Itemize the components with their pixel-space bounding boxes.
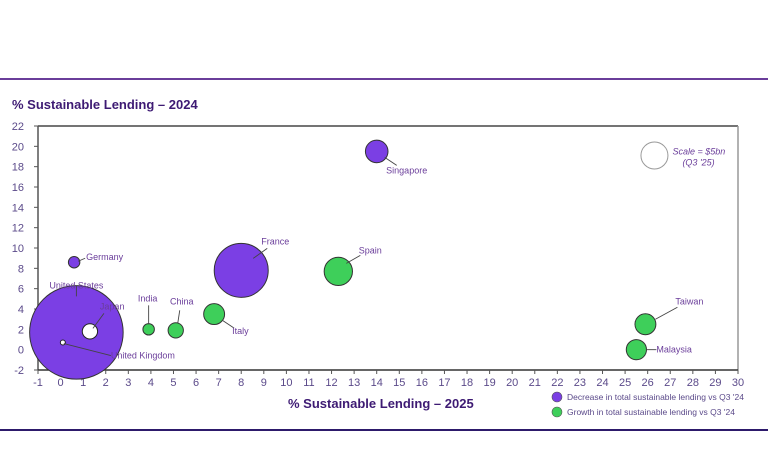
label-malaysia: Malaysia [656,345,692,355]
x-tick-label: 26 [642,377,654,389]
bubble-united-states [29,285,124,380]
x-tick-label: 22 [551,377,563,389]
x-tick-label: 17 [438,377,450,389]
leader-line-china [177,310,181,324]
x-tick-label: 27 [664,377,676,389]
x-tick-label: 19 [483,377,495,389]
y-tick-label: 10 [12,243,24,255]
x-tick-label: 2 [103,377,109,389]
label-united-kingdom: United Kingdom [111,351,175,361]
x-axis-title: % Sustainable Lending – 2025 [288,396,474,411]
y-tick-label: 22 [12,121,24,133]
bubble-japan [81,323,99,340]
x-tick-label: 30 [732,377,744,389]
legend-label-decrease: Decrease in total sustainable lending vs… [567,392,744,402]
y-tick-label: 16 [12,182,24,194]
y-tick-label: 6 [18,284,24,296]
x-tick-label: 20 [506,377,518,389]
points [29,139,657,380]
x-tick-label: 28 [687,377,699,389]
x-tick-label: 11 [303,377,314,389]
label-japan: Japan [100,301,125,311]
point-labels: United States France Spain Singapore Italy Ta… [49,157,703,361]
x-tick-label: 5 [170,377,176,389]
y-tick-label: 14 [12,202,24,214]
scale-bubble [640,141,669,170]
label-italy: Italy [232,326,249,336]
legend-marker-decrease [551,391,563,403]
x-tick-label: 4 [148,377,154,389]
leader-line-united-kingdom [63,343,111,356]
x-tick-label: 14 [371,377,383,389]
leader-line-taiwan [655,306,678,320]
x-tick-label: 3 [125,377,131,389]
y-tick-label: 4 [18,304,24,316]
bubble-italy [203,303,226,326]
x-tick-label: 8 [238,377,244,389]
x-tick-label: 15 [393,377,405,389]
x-tick-label: -1 [33,377,43,389]
label-taiwan: Taiwan [675,296,703,306]
bubble-china [167,322,184,339]
bottom-divider [0,429,768,431]
bubble-spain [323,256,353,287]
bubble-united-kingdom [59,339,66,346]
scale-label-line1: Scale = $5bn [672,146,725,156]
leader-line-japan [92,313,105,329]
leader-line-italy [221,319,235,329]
x-tick-label: 29 [709,377,721,389]
y-tick-label: 18 [12,162,24,174]
scale-reference: Scale = $5bn(Q3 '25) [640,141,725,170]
x-tick-label: 6 [193,377,199,389]
x-tick-label: 7 [216,377,222,389]
y-tick-label: 12 [12,223,24,235]
y-tick-label: 8 [18,263,24,275]
y-tick-label: 2 [18,324,24,336]
bubble-germany [67,256,81,269]
legend-marker-growth [551,406,563,418]
bubble-india [142,323,155,336]
legend-label-growth: Growth in total sustainable lending vs Q… [567,407,735,417]
x-tick-label: 23 [574,377,586,389]
label-germany: Germany [86,252,124,262]
chart-title: % Sustainable Lending – 2024 [12,97,198,112]
x-tick-label: 25 [619,377,631,389]
label-france: France [261,236,289,246]
y-tick-label: 20 [12,141,24,153]
label-india: India [138,293,158,303]
x-tick-label: 0 [58,377,64,389]
leader-line-france [252,248,268,259]
y-tick-label: -2 [14,365,24,377]
bubble-singapore [364,139,389,164]
x-tick-label: 18 [461,377,473,389]
bubble-malaysia [625,339,647,361]
leader-line-singapore [384,157,397,166]
x-tick-label: 13 [348,377,360,389]
x-tick-label: 1 [80,377,86,389]
leader-line-spain [346,254,361,264]
x-tick-label: 10 [280,377,292,389]
legend: Decrease in total sustainable lending vs… [551,391,744,418]
leader-line-germany [77,257,86,262]
label-spain: Spain [359,245,382,255]
y-tick-label: 0 [18,345,24,357]
x-tick-label: 21 [529,377,541,389]
x-tick-label: 16 [416,377,428,389]
label-singapore: Singapore [386,165,427,175]
scale-label-line2: (Q3 '25) [682,157,714,167]
label-united-states: United States [49,280,104,290]
top-divider [0,78,768,80]
label-china: China [170,296,194,306]
bubble-taiwan [634,313,657,336]
x-tick-label: 12 [325,377,337,389]
x-tick-label: 9 [261,377,267,389]
bubble-france [213,242,269,298]
x-tick-label: 24 [596,377,608,389]
